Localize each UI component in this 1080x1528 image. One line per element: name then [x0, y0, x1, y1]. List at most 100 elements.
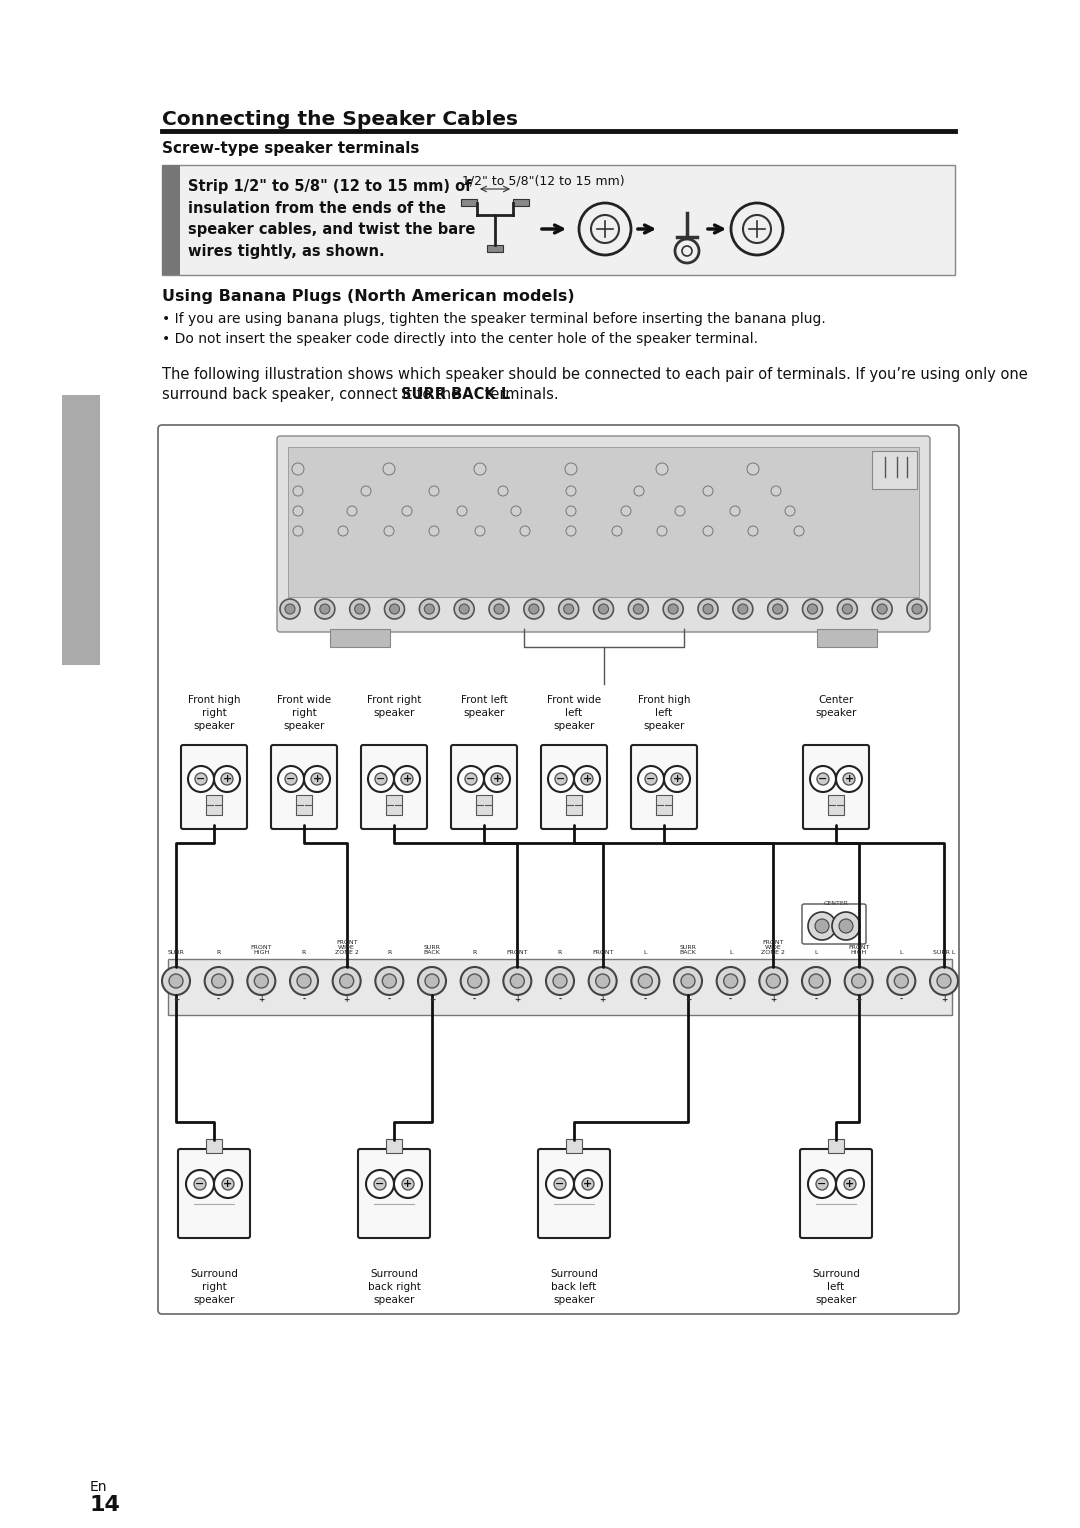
- Text: Front right
speaker: Front right speaker: [367, 695, 421, 718]
- Circle shape: [759, 967, 787, 995]
- Circle shape: [843, 1178, 856, 1190]
- Circle shape: [429, 486, 438, 497]
- Circle shape: [280, 599, 300, 619]
- Circle shape: [418, 967, 446, 995]
- Circle shape: [837, 599, 858, 619]
- Text: +: +: [222, 775, 231, 784]
- Circle shape: [638, 973, 652, 989]
- Circle shape: [402, 506, 411, 516]
- Circle shape: [254, 973, 268, 989]
- Text: CENTER: CENTER: [824, 902, 849, 906]
- Circle shape: [475, 526, 485, 536]
- Bar: [296, 795, 312, 814]
- Bar: [162, 165, 180, 275]
- Bar: [330, 630, 390, 646]
- Text: 1/2" to 5/8"(12 to 15 mm): 1/2" to 5/8"(12 to 15 mm): [462, 176, 624, 188]
- Circle shape: [816, 1178, 828, 1190]
- Circle shape: [524, 599, 544, 619]
- Text: +: +: [599, 995, 606, 1004]
- Circle shape: [394, 766, 420, 792]
- Circle shape: [558, 599, 579, 619]
- Text: +: +: [514, 995, 521, 1004]
- Circle shape: [842, 604, 852, 614]
- Bar: [487, 244, 503, 252]
- Text: Strip 1/2" to 5/8" (12 to 15 mm) of
insulation from the ends of the
speaker cabl: Strip 1/2" to 5/8" (12 to 15 mm) of insu…: [188, 179, 475, 258]
- Circle shape: [843, 773, 855, 785]
- Circle shape: [222, 1178, 234, 1190]
- Text: L: L: [900, 950, 903, 955]
- Circle shape: [816, 773, 829, 785]
- Circle shape: [315, 599, 335, 619]
- Text: Front wide
left
speaker: Front wide left speaker: [546, 695, 602, 730]
- Text: +: +: [224, 1180, 232, 1189]
- Circle shape: [553, 973, 567, 989]
- Text: +: +: [312, 775, 322, 784]
- Circle shape: [566, 526, 576, 536]
- Text: +: +: [492, 775, 501, 784]
- Circle shape: [494, 604, 504, 614]
- Circle shape: [564, 604, 573, 614]
- Circle shape: [810, 766, 836, 792]
- Circle shape: [768, 599, 787, 619]
- Circle shape: [247, 967, 275, 995]
- Text: SURR BACK L: SURR BACK L: [401, 387, 510, 402]
- Circle shape: [221, 773, 233, 785]
- Text: −: −: [195, 1180, 205, 1189]
- Text: R: R: [388, 950, 391, 955]
- Circle shape: [836, 1170, 864, 1198]
- Circle shape: [724, 973, 738, 989]
- Circle shape: [382, 973, 396, 989]
- Circle shape: [390, 604, 400, 614]
- Text: -: -: [558, 995, 562, 1004]
- Text: Front high
right
speaker: Front high right speaker: [188, 695, 240, 730]
- Circle shape: [426, 973, 438, 989]
- Circle shape: [383, 463, 395, 475]
- Text: -: -: [729, 995, 732, 1004]
- Bar: [461, 199, 477, 206]
- Circle shape: [836, 766, 862, 792]
- Circle shape: [681, 973, 696, 989]
- Circle shape: [212, 973, 226, 989]
- Circle shape: [638, 766, 664, 792]
- Circle shape: [384, 599, 405, 619]
- Circle shape: [937, 973, 951, 989]
- Circle shape: [845, 967, 873, 995]
- Circle shape: [214, 766, 240, 792]
- Text: −: −: [555, 1180, 565, 1189]
- Circle shape: [594, 599, 613, 619]
- Circle shape: [320, 604, 329, 614]
- Text: Connecting the Speaker Cables: Connecting the Speaker Cables: [162, 110, 518, 128]
- Circle shape: [703, 526, 713, 536]
- Circle shape: [311, 773, 323, 785]
- Circle shape: [278, 766, 303, 792]
- Circle shape: [598, 604, 608, 614]
- Circle shape: [589, 967, 617, 995]
- Text: -: -: [302, 995, 306, 1004]
- Bar: [168, 960, 951, 1015]
- Circle shape: [293, 526, 303, 536]
- Circle shape: [566, 506, 576, 516]
- Circle shape: [375, 773, 387, 785]
- Text: Screw-type speaker terminals: Screw-type speaker terminals: [162, 141, 419, 156]
- Circle shape: [565, 463, 577, 475]
- Text: FRONT
HIGH: FRONT HIGH: [848, 944, 869, 955]
- Circle shape: [340, 973, 353, 989]
- Circle shape: [747, 463, 759, 475]
- Circle shape: [195, 773, 207, 785]
- FancyBboxPatch shape: [541, 746, 607, 830]
- Text: -: -: [644, 995, 647, 1004]
- Circle shape: [808, 1170, 836, 1198]
- Text: −: −: [467, 775, 475, 784]
- Circle shape: [457, 506, 467, 516]
- Text: FRONT
HIGH: FRONT HIGH: [251, 944, 272, 955]
- Circle shape: [621, 506, 631, 516]
- Circle shape: [771, 486, 781, 497]
- Circle shape: [657, 526, 667, 536]
- Circle shape: [424, 604, 434, 614]
- Text: +: +: [258, 995, 265, 1004]
- Text: terminals.: terminals.: [480, 387, 558, 402]
- Circle shape: [675, 506, 685, 516]
- Text: Surround
back left
speaker: Surround back left speaker: [550, 1268, 598, 1305]
- FancyBboxPatch shape: [800, 1149, 872, 1238]
- Text: Surround
right
speaker: Surround right speaker: [190, 1268, 238, 1305]
